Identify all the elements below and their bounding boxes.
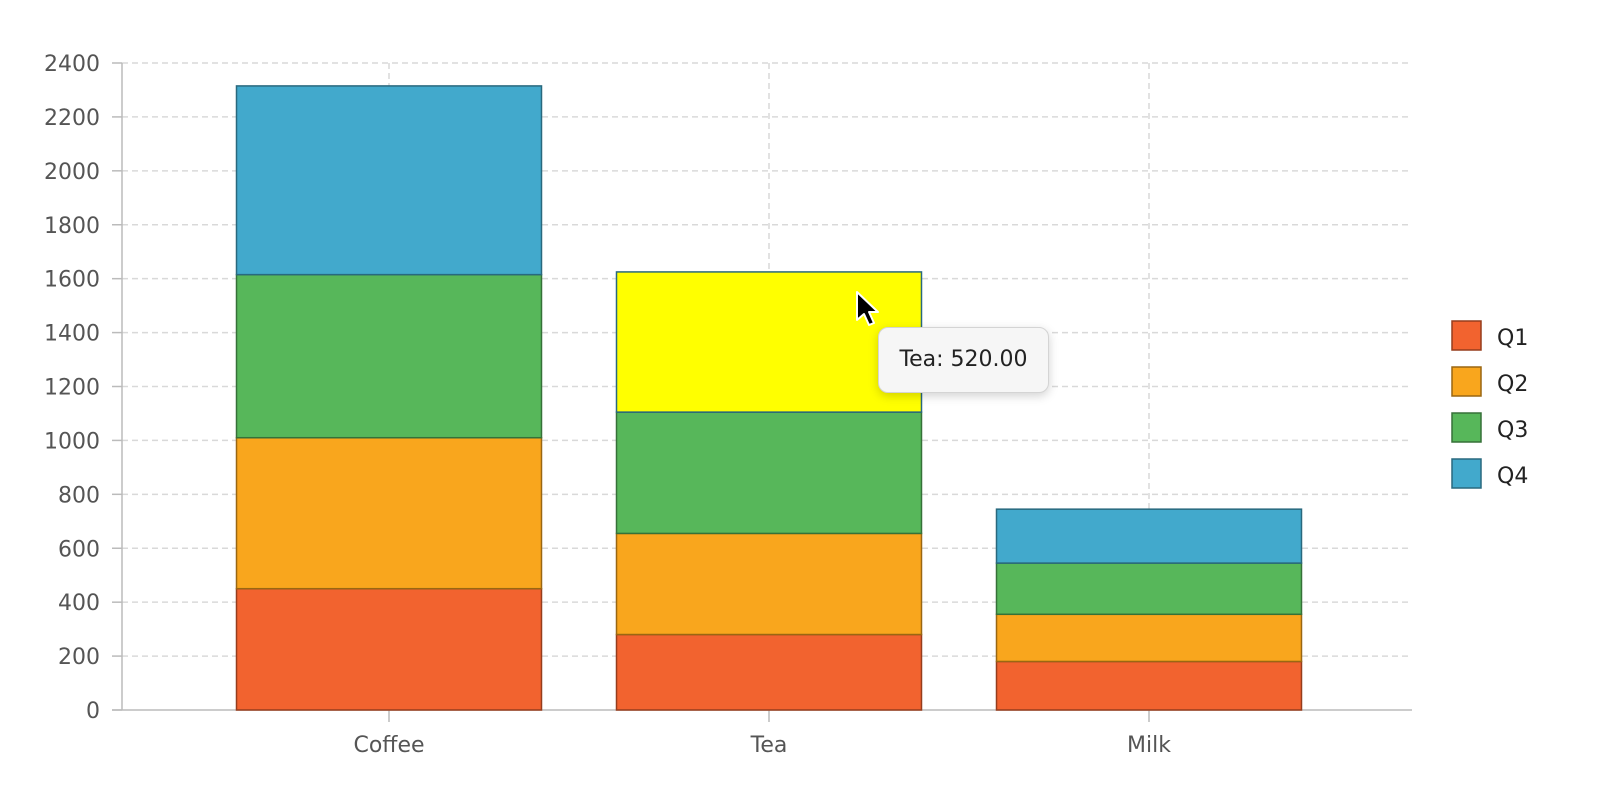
legend-swatch-q4 <box>1451 458 1482 489</box>
y-tick-label: 2200 <box>44 106 100 131</box>
legend: Q1 Q2 Q3 Q4 <box>1451 320 1528 489</box>
y-tick-label: 400 <box>58 591 100 616</box>
y-tick-label: 0 <box>86 699 100 724</box>
bar-coffee-q2 <box>235 436 543 590</box>
bar-coffee-q1 <box>235 587 543 711</box>
y-tick-label: 1200 <box>44 376 100 401</box>
x-tick-label: Coffee <box>353 733 424 758</box>
legend-swatch-q1 <box>1451 320 1482 351</box>
bar-milk-q2 <box>995 613 1303 663</box>
bar-tea-q3 <box>615 411 923 535</box>
y-tick-label: 1800 <box>44 214 100 239</box>
bar-coffee-q4 <box>235 85 543 276</box>
legend-label-q3: Q3 <box>1497 418 1528 443</box>
x-tick-label: Tea <box>750 733 788 758</box>
bar-milk-q3 <box>995 562 1303 616</box>
legend-swatch-q3 <box>1451 412 1482 443</box>
tooltip: Tea: 520.00 <box>878 327 1049 393</box>
y-tick-label: 200 <box>58 645 100 670</box>
y-tick-label: 2400 <box>44 52 100 77</box>
bar-coffee-q3 <box>235 273 543 439</box>
bar-tea-q2 <box>615 532 923 636</box>
x-tick-label: Milk <box>1127 733 1171 758</box>
y-tick-label: 1400 <box>44 322 100 347</box>
y-tick-label: 1600 <box>44 268 100 293</box>
legend-label-q4: Q4 <box>1497 464 1528 489</box>
y-tick-label: 600 <box>58 537 100 562</box>
legend-swatch-q2 <box>1451 366 1482 397</box>
legend-label-q1: Q1 <box>1497 326 1528 351</box>
y-tick-label: 2000 <box>44 160 100 185</box>
y-tick-label: 1000 <box>44 429 100 454</box>
legend-label-q2: Q2 <box>1497 372 1528 397</box>
y-tick-label: 800 <box>58 483 100 508</box>
bar-milk-q1 <box>995 660 1303 711</box>
mouse-pointer-icon <box>856 291 879 326</box>
bar-layer <box>235 85 1303 711</box>
bar-tea-q4 <box>615 271 923 413</box>
bar-tea-q1 <box>615 633 923 711</box>
bar-milk-q4 <box>995 508 1303 564</box>
